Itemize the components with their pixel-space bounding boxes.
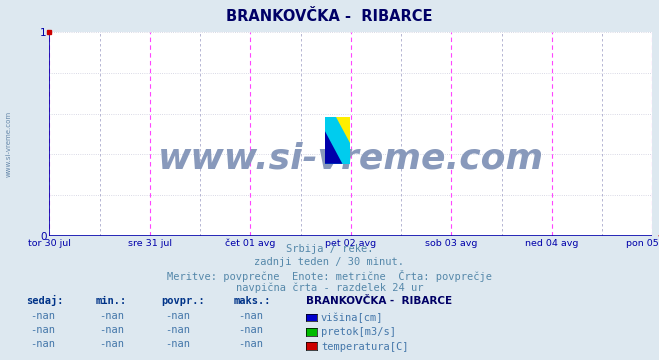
Text: -nan: -nan: [100, 325, 125, 335]
Polygon shape: [336, 117, 350, 143]
Text: -nan: -nan: [100, 339, 125, 350]
Text: -nan: -nan: [165, 311, 190, 321]
Text: www.si-vreme.com: www.si-vreme.com: [158, 141, 544, 176]
Text: -nan: -nan: [30, 311, 55, 321]
Text: Meritve: povprečne  Enote: metrične  Črta: povprečje: Meritve: povprečne Enote: metrične Črta:…: [167, 270, 492, 282]
Text: navpična črta - razdelek 24 ur: navpična črta - razdelek 24 ur: [236, 283, 423, 293]
Text: www.si-vreme.com: www.si-vreme.com: [5, 111, 11, 177]
Text: BRANKOVČKA -  RIBARCE: BRANKOVČKA - RIBARCE: [226, 9, 433, 24]
Text: -nan: -nan: [165, 339, 190, 350]
Text: -nan: -nan: [100, 311, 125, 321]
Text: -nan: -nan: [238, 339, 263, 350]
Text: višina[cm]: višina[cm]: [321, 313, 384, 323]
Text: Srbija / reke.: Srbija / reke.: [286, 244, 373, 254]
Text: zadnji teden / 30 minut.: zadnji teden / 30 minut.: [254, 257, 405, 267]
Text: sedaj:: sedaj:: [26, 295, 64, 306]
Text: -nan: -nan: [30, 339, 55, 350]
Text: min.:: min.:: [96, 296, 127, 306]
Text: povpr.:: povpr.:: [161, 296, 205, 306]
Text: -nan: -nan: [238, 311, 263, 321]
Text: BRANKOVČKA -  RIBARCE: BRANKOVČKA - RIBARCE: [306, 296, 453, 306]
Text: maks.:: maks.:: [234, 296, 272, 306]
Polygon shape: [325, 131, 343, 164]
Text: -nan: -nan: [30, 325, 55, 335]
Text: -nan: -nan: [238, 325, 263, 335]
Text: temperatura[C]: temperatura[C]: [321, 342, 409, 352]
Text: -nan: -nan: [165, 325, 190, 335]
Text: pretok[m3/s]: pretok[m3/s]: [321, 327, 396, 337]
